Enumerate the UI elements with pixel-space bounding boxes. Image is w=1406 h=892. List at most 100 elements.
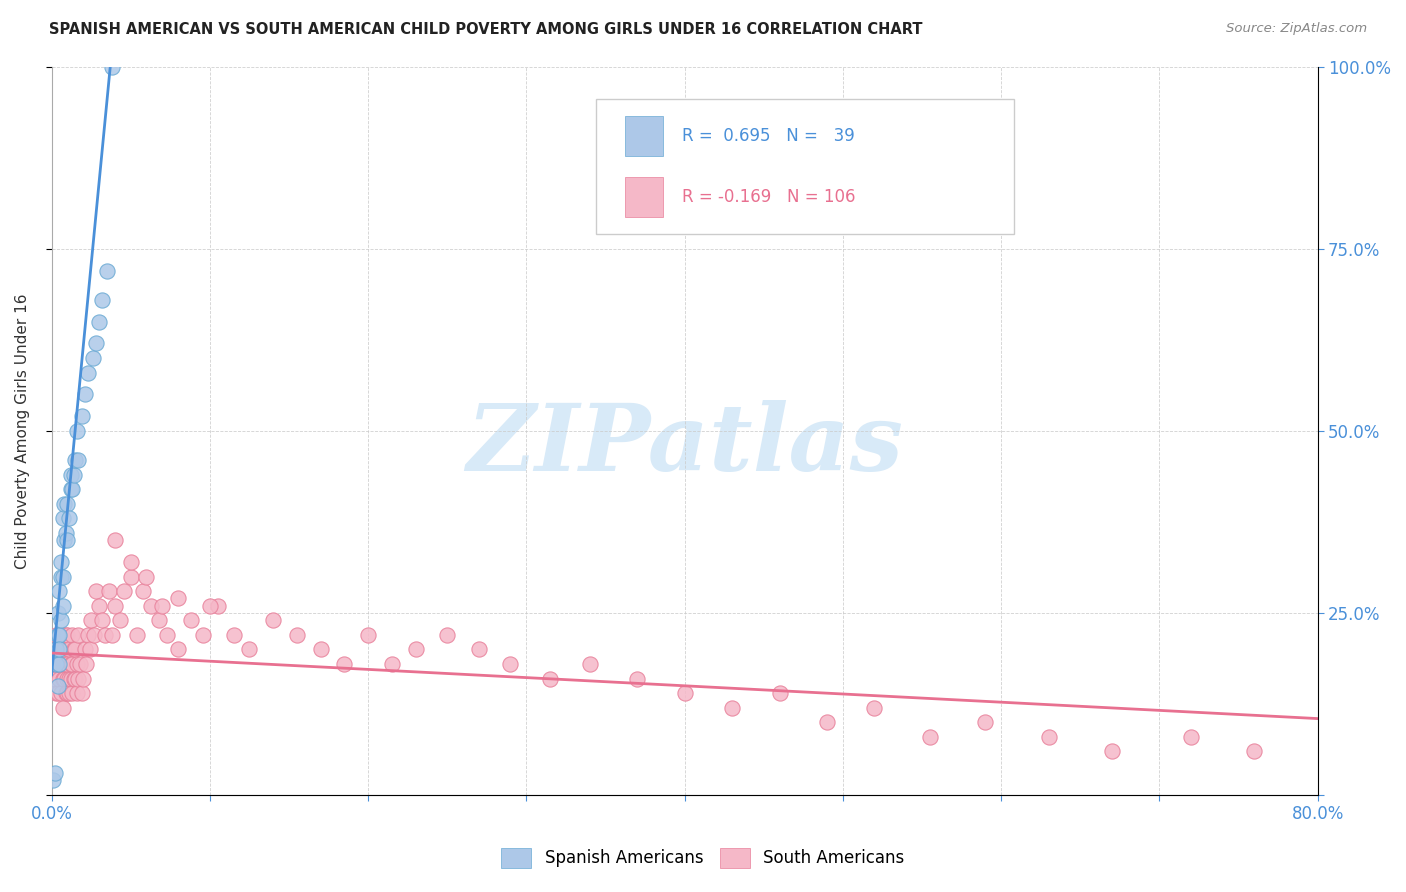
Point [56, 533, 79, 547]
Point [52, 700, 75, 714]
Point [73, 387, 96, 401]
Point [46, 628, 69, 642]
Point [52, 628, 75, 642]
Point [721, 700, 744, 714]
Point [60, 657, 83, 671]
Text: Source: ZipAtlas.com: Source: ZipAtlas.com [1226, 22, 1367, 36]
Point [58, 686, 80, 700]
Point [67, 628, 90, 642]
Point [56, 497, 79, 511]
Point [53, 533, 76, 547]
Point [94, 628, 117, 642]
Point [80, 613, 103, 627]
Point [863, 700, 886, 714]
Point [49, 642, 72, 657]
Point [59, 672, 82, 686]
Point [62, 467, 84, 482]
Point [381, 657, 404, 671]
Point [75, 657, 97, 671]
Text: SPANISH AMERICAN VS SOUTH AMERICAN CHILD POVERTY AMONG GIRLS UNDER 16 CORRELATIO: SPANISH AMERICAN VS SOUTH AMERICAN CHILD… [49, 22, 922, 37]
Text: R = -0.169   N = 106: R = -0.169 N = 106 [682, 188, 855, 206]
Point [49, 555, 72, 569]
Point [180, 613, 202, 627]
Point [193, 628, 215, 642]
Point [53, 672, 76, 686]
Point [77, 628, 100, 642]
Point [108, 613, 131, 627]
Point [70, 409, 93, 424]
Point [53, 497, 76, 511]
Point [357, 628, 380, 642]
Point [309, 642, 332, 657]
Point [46, 679, 69, 693]
Point [48, 628, 70, 642]
Point [46, 657, 69, 671]
Point [135, 569, 157, 583]
Point [112, 584, 135, 599]
Point [69, 657, 91, 671]
Point [44, 672, 66, 686]
Point [84, 336, 107, 351]
Point [49, 657, 72, 671]
Point [55, 525, 77, 540]
Point [62, 672, 84, 686]
Point [56, 686, 79, 700]
FancyBboxPatch shape [596, 99, 1014, 234]
Point [73, 642, 96, 657]
Point [141, 599, 163, 613]
Point [66, 657, 89, 671]
Point [62, 642, 84, 657]
Point [77, 366, 100, 380]
Point [148, 613, 170, 627]
Point [44, 642, 66, 657]
Point [87, 314, 110, 328]
Point [46, 642, 69, 657]
Point [65, 642, 87, 657]
Point [70, 686, 93, 700]
Point [48, 657, 70, 671]
Point [626, 672, 648, 686]
Point [53, 642, 76, 657]
Point [42, 773, 65, 788]
Point [468, 642, 491, 657]
Point [91, 613, 114, 627]
Point [79, 642, 101, 657]
Point [48, 584, 70, 599]
Point [150, 599, 173, 613]
Point [60, 482, 83, 496]
Point [285, 628, 308, 642]
Point [1243, 744, 1265, 758]
Point [499, 657, 522, 671]
Point [156, 628, 179, 642]
Point [262, 613, 284, 627]
Point [120, 555, 142, 569]
Point [91, 293, 114, 307]
Point [405, 642, 427, 657]
Point [45, 686, 67, 700]
Point [538, 672, 561, 686]
Point [45, 657, 67, 671]
Point [125, 628, 148, 642]
Text: ZIPatlas: ZIPatlas [465, 401, 903, 491]
Point [52, 672, 75, 686]
Legend: Spanish Americans, South Americans: Spanish Americans, South Americans [495, 841, 911, 875]
Text: R =  0.695   N =   39: R = 0.695 N = 39 [682, 128, 855, 145]
Point [60, 686, 83, 700]
Point [72, 672, 94, 686]
Point [44, 766, 66, 780]
Point [104, 599, 127, 613]
Y-axis label: Child Poverty Among Girls Under 16: Child Poverty Among Girls Under 16 [15, 293, 30, 568]
Point [100, 628, 122, 642]
Point [48, 672, 70, 686]
Point [55, 657, 77, 671]
FancyBboxPatch shape [626, 116, 664, 156]
Point [96, 263, 118, 277]
Point [55, 686, 77, 700]
Point [65, 453, 87, 467]
Point [45, 657, 67, 671]
Point [55, 628, 77, 642]
Point [48, 657, 70, 671]
Point [100, 60, 122, 74]
Point [222, 628, 245, 642]
Point [48, 642, 70, 657]
